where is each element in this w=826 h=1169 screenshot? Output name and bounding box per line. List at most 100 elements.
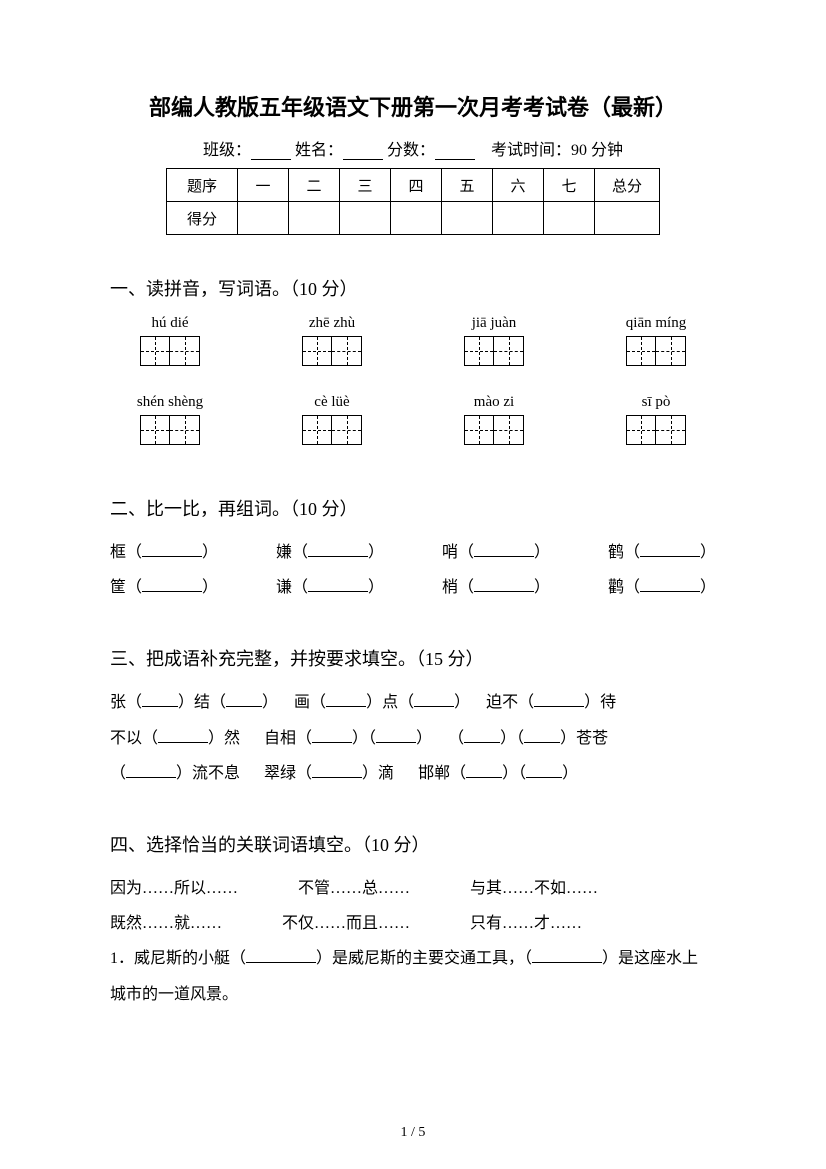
tianzige-cell[interactable] — [494, 415, 524, 445]
exam-time: 考试时间：90 分钟 — [491, 142, 623, 159]
score-val-2[interactable] — [289, 202, 340, 235]
blank[interactable] — [326, 692, 366, 707]
s3l1a3: ） — [262, 694, 278, 711]
blank[interactable] — [640, 542, 700, 557]
score-val-0: 得分 — [167, 202, 238, 235]
blank[interactable] — [532, 948, 602, 963]
blank[interactable] — [226, 692, 262, 707]
blank[interactable] — [640, 577, 700, 592]
tianzige-grid[interactable] — [272, 415, 392, 445]
s3l2b2: ）（ — [352, 730, 376, 747]
pinyin-item: hú dié — [110, 315, 230, 366]
tianzige-grid[interactable] — [110, 415, 230, 445]
score-val-4[interactable] — [391, 202, 442, 235]
s3l2b1: 自相（ — [264, 730, 312, 747]
tianzige-grid[interactable] — [596, 336, 716, 366]
name-blank[interactable] — [343, 143, 383, 160]
blank[interactable] — [376, 728, 416, 743]
blank[interactable] — [526, 763, 562, 778]
tianzige-grid[interactable] — [596, 415, 716, 445]
blank[interactable] — [312, 763, 362, 778]
name-label: 姓名： — [295, 142, 343, 159]
tianzige-cell[interactable] — [464, 415, 494, 445]
word-compare-item: 筐（） — [110, 570, 218, 605]
s3l2c2: ）（ — [500, 730, 524, 747]
blank[interactable] — [474, 577, 534, 592]
pinyin-item: shén shèng — [110, 394, 230, 445]
blank[interactable] — [466, 763, 502, 778]
blank[interactable] — [312, 728, 352, 743]
score-val-6[interactable] — [493, 202, 544, 235]
blank[interactable] — [142, 577, 202, 592]
blank[interactable] — [414, 692, 454, 707]
tianzige-cell[interactable] — [332, 415, 362, 445]
score-val-5[interactable] — [442, 202, 493, 235]
score-val-1[interactable] — [238, 202, 289, 235]
blank[interactable] — [308, 542, 368, 557]
tianzige-cell[interactable] — [302, 336, 332, 366]
score-val-7[interactable] — [544, 202, 595, 235]
tianzige-cell[interactable] — [626, 336, 656, 366]
s3l2b3: ） — [416, 730, 432, 747]
tianzige-grid[interactable] — [110, 336, 230, 366]
blank[interactable] — [246, 948, 316, 963]
tianzige-cell[interactable] — [626, 415, 656, 445]
tianzige-cell[interactable] — [656, 415, 686, 445]
section4-title: 四、选择恰当的关联词语填空。（10 分） — [110, 831, 716, 857]
tianzige-grid[interactable] — [434, 336, 554, 366]
opt: 不管……总…… — [298, 871, 410, 906]
score-col-7: 七 — [544, 169, 595, 202]
pinyin-text: zhē zhù — [272, 315, 392, 332]
exam-page: 部编人教版五年级语文下册第一次月考考试卷（最新） 班级： 姓名： 分数： 考试时… — [0, 0, 826, 1169]
s3l1b1: 画（ — [294, 694, 326, 711]
tianzige-cell[interactable] — [140, 415, 170, 445]
pinyin-text: sī pò — [596, 394, 716, 411]
blank[interactable] — [464, 728, 500, 743]
opt: 只有……才…… — [470, 906, 582, 941]
blank[interactable] — [534, 692, 584, 707]
score-col-3: 三 — [340, 169, 391, 202]
blank[interactable] — [158, 728, 208, 743]
blank[interactable] — [524, 728, 560, 743]
word-compare-item: 鹤（） — [608, 535, 716, 570]
tianzige-cell[interactable] — [140, 336, 170, 366]
s3l3a1: （ — [110, 765, 126, 782]
s3l2c3: ）苍苍 — [560, 730, 608, 747]
word-compare-item: 梢（） — [442, 570, 550, 605]
score-col-2: 二 — [289, 169, 340, 202]
pinyin-item: jiā juàn — [434, 315, 554, 366]
s3l3b1: 翠绿（ — [264, 765, 312, 782]
pinyin-item: qiān míng — [596, 315, 716, 366]
blank[interactable] — [474, 542, 534, 557]
tianzige-cell[interactable] — [656, 336, 686, 366]
section3-title: 三、把成语补充完整，并按要求填空。（15 分） — [110, 645, 716, 671]
score-val-8[interactable] — [595, 202, 660, 235]
tianzige-cell[interactable] — [302, 415, 332, 445]
pinyin-text: jiā juàn — [434, 315, 554, 332]
blank[interactable] — [126, 763, 176, 778]
tianzige-grid[interactable] — [272, 336, 392, 366]
word-compare-item: 鹳（） — [608, 570, 716, 605]
blank[interactable] — [142, 692, 178, 707]
tianzige-cell[interactable] — [170, 336, 200, 366]
score-val-3[interactable] — [340, 202, 391, 235]
section1-title: 一、读拼音，写词语。（10 分） — [110, 275, 716, 301]
tianzige-cell[interactable] — [170, 415, 200, 445]
section4-options-row2: 既然……就…… 不仅……而且…… 只有……才…… — [110, 906, 716, 941]
pinyin-item: sī pò — [596, 394, 716, 445]
pinyin-item: cè lüè — [272, 394, 392, 445]
tianzige-cell[interactable] — [494, 336, 524, 366]
score-col-5: 五 — [442, 169, 493, 202]
class-blank[interactable] — [251, 143, 291, 160]
tianzige-cell[interactable] — [464, 336, 494, 366]
s4q1d: 城市的一道风景。 — [110, 986, 238, 1003]
blank[interactable] — [308, 577, 368, 592]
tianzige-grid[interactable] — [434, 415, 554, 445]
tianzige-cell[interactable] — [332, 336, 362, 366]
section2-row-1: 框（）嫌（）哨（）鹤（） — [110, 535, 716, 570]
score-blank[interactable] — [435, 143, 475, 160]
section2-row-2: 筐（）谦（）梢（）鹳（） — [110, 570, 716, 605]
page-title: 部编人教版五年级语文下册第一次月考考试卷（最新） — [110, 90, 716, 122]
blank[interactable] — [142, 542, 202, 557]
s3l2a1: 不以（ — [110, 730, 158, 747]
